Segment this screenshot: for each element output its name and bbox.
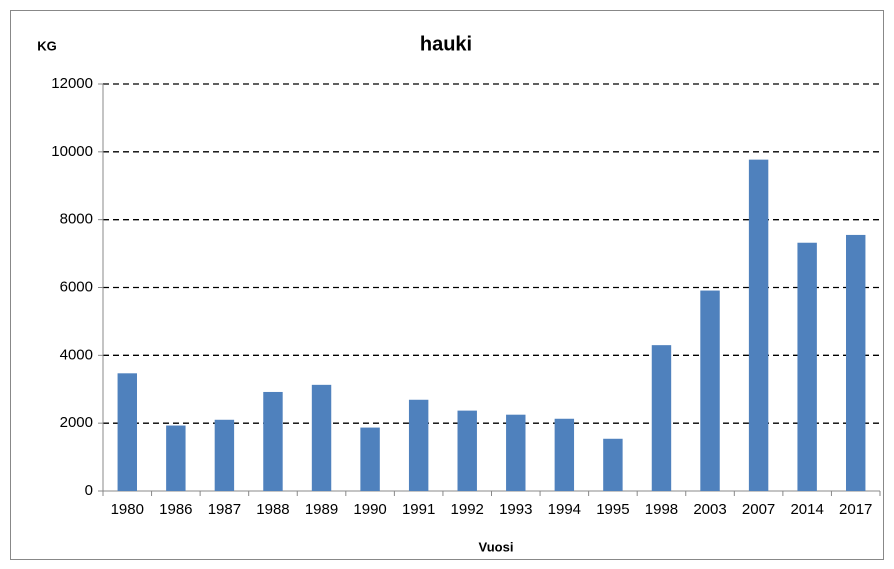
y-tick-label: 8000 — [60, 211, 93, 228]
bar — [214, 419, 235, 491]
y-tick-label: 4000 — [60, 346, 93, 363]
x-axis-label: Vuosi — [479, 539, 514, 554]
x-tick-label: 1992 — [451, 501, 484, 518]
x-tick-label: 1991 — [402, 501, 435, 518]
x-tick-label: 1987 — [208, 501, 241, 518]
y-axis-label: KG — [37, 38, 57, 53]
bar — [797, 242, 817, 491]
x-tick-label: 2003 — [693, 501, 726, 518]
chart-border — [10, 10, 884, 560]
x-tick-label: 1986 — [159, 501, 192, 518]
y-tick-label: 10000 — [51, 143, 93, 160]
y-tick-label: 0 — [85, 482, 93, 499]
bar — [311, 384, 332, 491]
bar — [846, 234, 866, 491]
x-tick-label: 1990 — [353, 501, 386, 518]
x-tick-label: 1988 — [256, 501, 289, 518]
bar — [457, 410, 477, 491]
x-tick-label: 1980 — [111, 501, 144, 518]
chart-title: hauki — [420, 33, 472, 55]
y-tick-label: 2000 — [60, 414, 93, 431]
bar — [700, 290, 720, 491]
bar — [263, 391, 283, 491]
x-tick-label: 2014 — [790, 501, 823, 518]
bar — [117, 373, 137, 491]
bar — [554, 418, 575, 491]
x-tick-label: 2007 — [742, 501, 775, 518]
x-tick-label: 2017 — [839, 501, 872, 518]
y-tick-label: 12000 — [51, 75, 93, 92]
bar — [603, 438, 623, 491]
x-tick-label: 1998 — [645, 501, 678, 518]
bar — [166, 425, 186, 491]
bar — [748, 159, 769, 492]
bar — [506, 414, 526, 491]
bar — [408, 399, 429, 491]
x-tick-label: 1993 — [499, 501, 532, 518]
x-tick-label: 1995 — [596, 501, 629, 518]
x-tick-label: 1994 — [548, 501, 581, 518]
bar — [651, 345, 672, 491]
y-tick-label: 6000 — [60, 278, 93, 295]
x-tick-label: 1989 — [305, 501, 338, 518]
bar — [360, 427, 380, 491]
